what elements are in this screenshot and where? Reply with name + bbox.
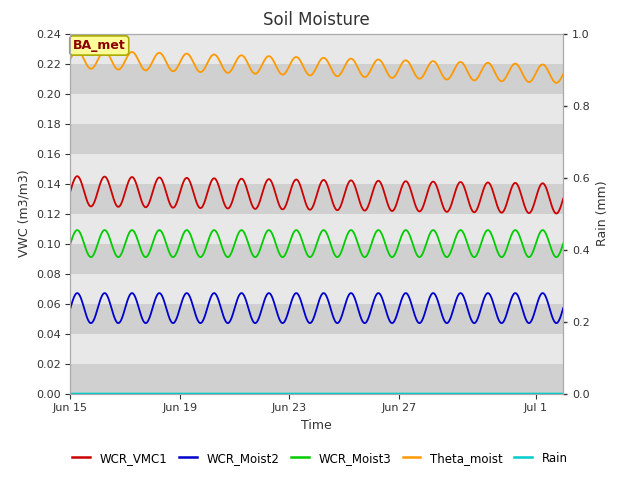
Theta_moist [545,70,553,76]
Line: WCR_VMC1: WCR_VMC1 [70,176,563,214]
Rain [545,391,552,396]
Line: WCR_Moist2: WCR_Moist2 [70,293,563,323]
WCR_Moist3 [559,241,567,247]
Theta_moist [545,70,553,75]
Theta_moist [559,71,567,77]
WCR_VMC1 [92,195,100,201]
WCR_Moist2 [455,291,463,297]
Theta_moist [67,56,74,62]
Theta_moist [307,72,314,78]
Legend: WCR_VMC1, WCR_Moist2, WCR_Moist3, Theta_moist, Rain: WCR_VMC1, WCR_Moist2, WCR_Moist3, Theta_… [68,447,572,469]
Rain [293,391,301,396]
Rain [92,391,99,396]
Bar [70,123,563,154]
Bar [70,243,563,274]
Bar [70,34,563,63]
Theta_moist [293,54,301,60]
WCR_VMC1 [455,180,463,186]
WCR_VMC1 [559,196,567,202]
Bar [70,303,563,334]
Theta_moist [552,80,560,86]
WCR_Moist3 [92,247,99,253]
WCR_Moist2 [443,320,451,326]
WCR_VMC1 [67,188,74,194]
Y-axis label: Rain (mm): Rain (mm) [596,181,609,246]
WCR_Moist2 [92,312,99,318]
Line: Theta_moist: Theta_moist [70,50,563,83]
Bar [70,94,563,123]
Bar [70,154,563,183]
WCR_Moist3 [545,240,553,245]
WCR_Moist2 [67,305,74,311]
Bar [70,364,563,394]
Bar [70,334,563,364]
Y-axis label: VWC (m3/m3): VWC (m3/m3) [17,170,30,257]
Bar [70,63,563,94]
WCR_VMC1 [74,173,81,179]
Text: BA_met: BA_met [73,39,125,52]
Theta_moist [455,60,463,66]
WCR_VMC1 [552,211,560,216]
X-axis label: Time: Time [301,419,332,432]
WCR_Moist2 [183,290,191,296]
Theta_moist [92,61,100,67]
WCR_Moist2 [307,320,314,326]
WCR_VMC1 [293,177,301,183]
WCR_Moist2 [545,305,553,311]
WCR_Moist2 [545,304,553,310]
WCR_Moist3 [455,228,463,234]
WCR_VMC1 [545,194,553,200]
Rain [67,391,74,396]
Line: WCR_Moist3: WCR_Moist3 [70,230,563,257]
Bar [70,274,563,303]
WCR_VMC1 [545,193,553,199]
Theta_moist [74,48,81,53]
Bar [70,214,563,243]
WCR_Moist3 [293,228,301,233]
Bar [70,183,563,214]
Title: Soil Moisture: Soil Moisture [264,11,370,29]
Rain [559,391,567,396]
WCR_VMC1 [307,207,314,213]
WCR_Moist3 [307,254,314,260]
WCR_Moist3 [443,254,451,260]
WCR_Moist3 [183,227,191,233]
WCR_Moist3 [545,240,553,246]
Rain [454,391,462,396]
WCR_Moist2 [293,290,301,296]
WCR_Moist2 [559,305,567,311]
Rain [306,391,314,396]
WCR_Moist3 [67,240,74,247]
Rain [545,391,553,396]
